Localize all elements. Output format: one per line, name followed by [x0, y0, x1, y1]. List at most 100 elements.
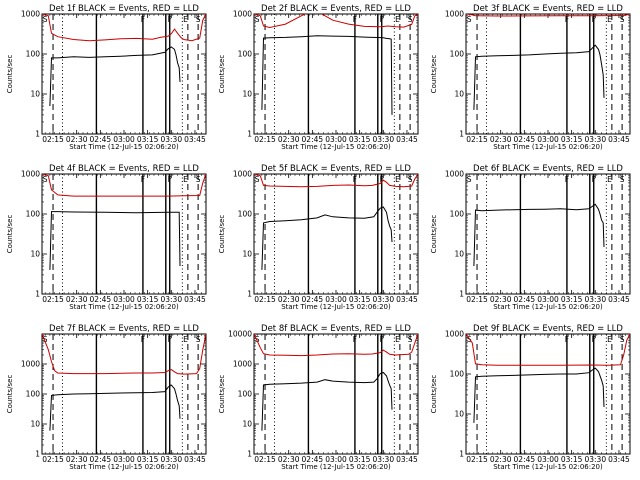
x-tick-label: 03:00 — [325, 295, 347, 304]
marker-label: F — [168, 335, 172, 344]
x-tick-label: 03:00 — [537, 455, 559, 464]
marker-label: E — [183, 335, 188, 344]
x-tick-label: 03:30 — [584, 455, 606, 464]
y-tick-label: 100 — [238, 390, 253, 399]
marker-label: E — [607, 15, 612, 24]
x-tick-label: 03:15 — [349, 455, 371, 464]
x-tick-label: 03:30 — [160, 135, 182, 144]
plot-title: Det 4f BLACK = Events, RED = LLD — [49, 164, 199, 174]
marker-label: E — [395, 15, 400, 24]
marker-label: S — [43, 335, 48, 344]
x-tick-label: 02:30 — [278, 295, 300, 304]
y-tick-label: 100 — [26, 390, 41, 399]
x-tick-label: 02:30 — [278, 455, 300, 464]
x-tick-label: 03:30 — [372, 295, 394, 304]
x-axis-label: Start Time (12-Jul-15 02:06:20) — [69, 303, 179, 311]
x-tick-label: 03:30 — [372, 135, 394, 144]
y-axis-label: Counts/sec — [6, 375, 14, 414]
x-tick-label: 03:45 — [396, 295, 418, 304]
subplot-6: Det 6f BLACK = Events, RED = LLD 1 10 100 10… — [430, 164, 631, 311]
lld-line — [42, 174, 206, 197]
y-tick-label: 1000 — [445, 330, 464, 339]
y-tick-label: 10 — [242, 420, 252, 429]
x-tick-label: 02:45 — [302, 455, 324, 464]
plot-frame — [41, 13, 207, 135]
y-tick-label: 100 — [238, 210, 253, 219]
marker-label: F — [141, 175, 145, 184]
plot-title: Det 2f BLACK = Events, RED = LLD — [261, 4, 411, 14]
x-tick-label: 03:15 — [561, 455, 583, 464]
plot-frame — [253, 173, 419, 295]
x-tick-label: 02:30 — [66, 455, 88, 464]
events-line — [473, 203, 605, 267]
x-tick-label: 02:30 — [490, 295, 512, 304]
marker-label: F — [380, 175, 384, 184]
y-axis-label: Counts/sec — [218, 55, 226, 94]
y-tick-label: 10 — [454, 90, 464, 99]
marker-label: E — [183, 15, 188, 24]
y-tick-label: 1 — [35, 130, 40, 139]
x-tick-label: 03:30 — [584, 295, 606, 304]
y-tick-label: 1 — [459, 130, 464, 139]
x-tick-label: 03:45 — [396, 455, 418, 464]
x-tick-label: 02:45 — [90, 295, 112, 304]
x-tick-label: 02:15 — [254, 295, 276, 304]
y-tick-label: 1 — [459, 450, 464, 459]
marker-label: F — [353, 335, 357, 344]
marker-label: E — [607, 335, 612, 344]
y-tick-label: 100 — [238, 50, 253, 59]
x-tick-label: 03:00 — [113, 455, 135, 464]
events-line — [49, 46, 181, 107]
x-tick-label: 03:00 — [113, 295, 135, 304]
y-tick-label: 100 — [26, 50, 41, 59]
x-tick-label: 02:30 — [66, 135, 88, 144]
y-tick-label: 1000 — [233, 10, 252, 19]
events-line — [49, 384, 181, 431]
marker-label: F — [565, 15, 569, 24]
events-line — [473, 44, 605, 110]
x-tick-label: 03:15 — [137, 135, 159, 144]
plot-frame — [253, 13, 419, 135]
events-line — [261, 35, 393, 115]
marker-label: E — [183, 175, 188, 184]
x-tick-label: 03:45 — [184, 135, 206, 144]
plot-title: Det 9f BLACK = Events, RED = LLD — [473, 324, 623, 334]
y-tick-label: 100 — [450, 370, 465, 379]
y-tick-label: 10 — [30, 90, 40, 99]
events-line — [49, 211, 181, 270]
events-line — [261, 371, 393, 431]
x-tick-label: 03:15 — [137, 295, 159, 304]
y-tick-label: 1 — [35, 290, 40, 299]
x-tick-label: 03:00 — [537, 295, 559, 304]
x-tick-label: 03:30 — [160, 455, 182, 464]
marker-label: S — [196, 335, 201, 344]
x-tick-label: 02:15 — [254, 135, 276, 144]
y-tick-label: 1 — [247, 130, 252, 139]
marker-label: F — [168, 15, 172, 24]
y-axis-label: Counts/sec — [6, 55, 14, 94]
plot-title: Det 5f BLACK = Events, RED = LLD — [261, 164, 411, 174]
lld-line — [466, 14, 630, 17]
plot-frame — [465, 13, 631, 135]
y-tick-label: 1 — [459, 290, 464, 299]
y-tick-label: 10 — [242, 250, 252, 259]
x-tick-label: 02:45 — [514, 135, 536, 144]
x-tick-label: 03:30 — [160, 295, 182, 304]
plot-title: Det 3f BLACK = Events, RED = LLD — [473, 4, 623, 14]
y-tick-label: 1 — [35, 450, 40, 459]
marker-label: F — [592, 175, 596, 184]
marker-label: S — [196, 175, 201, 184]
x-tick-label: 03:00 — [325, 135, 347, 144]
plot-title: Det 7f BLACK = Events, RED = LLD — [49, 324, 199, 334]
x-tick-label: 03:30 — [584, 135, 606, 144]
marker-label: S — [467, 175, 472, 184]
x-tick-label: 03:00 — [325, 455, 347, 464]
x-axis-label: Start Time (12-Jul-15 02:06:20) — [493, 303, 603, 311]
marker-label: S — [43, 15, 48, 24]
y-tick-label: 10 — [30, 250, 40, 259]
y-tick-label: 1000 — [233, 170, 252, 179]
y-tick-label: 100 — [26, 210, 41, 219]
marker-label: S — [620, 335, 625, 344]
x-tick-label: 02:30 — [66, 295, 88, 304]
